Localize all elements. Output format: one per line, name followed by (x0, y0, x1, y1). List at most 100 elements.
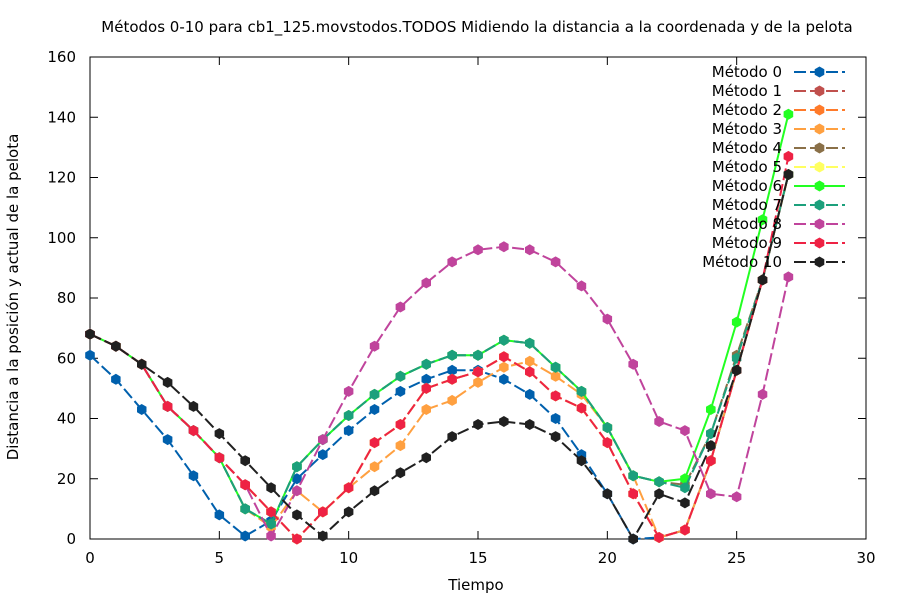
data-point (783, 169, 794, 180)
data-point (550, 361, 561, 373)
data-point (395, 370, 406, 382)
data-point (240, 479, 250, 491)
legend-item-method-9: Método 9 (712, 234, 845, 252)
legend-label: Método 5 (712, 158, 782, 176)
data-point (550, 413, 561, 424)
data-point (395, 301, 406, 313)
data-point (731, 364, 742, 376)
data-point (137, 404, 147, 415)
data-point (162, 376, 173, 388)
data-point (343, 410, 354, 421)
legend-item-method-7: Método 7 (712, 196, 845, 214)
x-tick-label: 25 (727, 549, 746, 567)
data-point (240, 503, 250, 515)
data-point (395, 467, 406, 479)
data-point (369, 485, 380, 497)
legend-item-method-6: Método 6 (712, 177, 845, 195)
data-point (188, 425, 199, 437)
legend-item-method-10: Método 10 (702, 253, 845, 271)
legend-item-method-5: Método 5 (712, 158, 845, 176)
data-point (783, 108, 794, 120)
data-point (783, 271, 794, 283)
y-axis-label: Distancia a la posición y actual de la p… (4, 134, 22, 461)
data-point (473, 349, 483, 361)
data-point (421, 373, 431, 385)
data-point (628, 470, 638, 482)
x-tick-label: 10 (339, 549, 358, 567)
legend-item-method-4: Método 4 (712, 139, 845, 157)
x-tick-label: 0 (85, 549, 95, 567)
data-point (654, 488, 664, 500)
data-point (706, 404, 716, 415)
data-point (628, 358, 638, 370)
x-tick-label: 20 (598, 549, 617, 567)
data-point (680, 524, 690, 536)
data-point (318, 530, 328, 542)
data-point (602, 437, 613, 449)
data-point (240, 455, 250, 467)
data-point (757, 274, 768, 286)
data-point (421, 452, 431, 464)
data-point (757, 388, 768, 400)
data-point (292, 533, 302, 545)
data-point (214, 452, 225, 464)
legend-item-method-1: Método 1 (712, 82, 845, 100)
data-point (576, 280, 587, 292)
data-point (757, 214, 768, 226)
data-point (292, 485, 302, 497)
data-point (369, 404, 380, 415)
data-point (292, 461, 302, 473)
data-point (85, 328, 95, 340)
legend-marker (814, 180, 825, 192)
data-point (111, 373, 121, 385)
data-point (318, 506, 328, 518)
data-point (550, 390, 561, 402)
data-point (162, 400, 173, 412)
data-point (111, 340, 121, 352)
data-point (447, 364, 457, 376)
legend-marker (814, 237, 825, 249)
data-point (395, 440, 406, 452)
data-point (499, 373, 509, 385)
data-point (654, 476, 664, 488)
data-point (343, 506, 354, 518)
data-point (706, 488, 716, 500)
data-point (421, 404, 431, 415)
data-point (369, 340, 380, 352)
data-point (292, 509, 302, 521)
data-point (731, 316, 742, 328)
y-tick-label: 20 (57, 470, 76, 488)
data-point (266, 518, 276, 530)
legend-label: Método 7 (712, 196, 782, 214)
data-point (628, 533, 638, 545)
data-point (473, 244, 483, 256)
data-point (343, 385, 354, 397)
y-tick-label: 140 (47, 108, 76, 126)
y-tick-label: 40 (57, 410, 76, 428)
data-point (706, 455, 716, 467)
legend-marker (814, 218, 825, 230)
data-point (395, 385, 406, 397)
data-point (85, 349, 95, 361)
y-tick-label: 120 (47, 169, 76, 187)
y-tick-label: 0 (66, 530, 76, 548)
y-tick-label: 100 (47, 229, 76, 247)
data-point (576, 402, 587, 414)
data-point (602, 488, 613, 500)
data-point (731, 491, 742, 503)
data-point (266, 506, 276, 518)
legend-marker (814, 85, 825, 97)
data-point (447, 431, 457, 443)
data-point (654, 532, 664, 543)
data-point (421, 358, 431, 370)
data-point (447, 394, 457, 406)
data-point (343, 425, 354, 437)
data-point (421, 382, 431, 394)
legend-marker (814, 104, 825, 116)
data-point (525, 355, 535, 367)
legend-label: Método 6 (712, 177, 782, 195)
legend-marker (814, 256, 825, 268)
